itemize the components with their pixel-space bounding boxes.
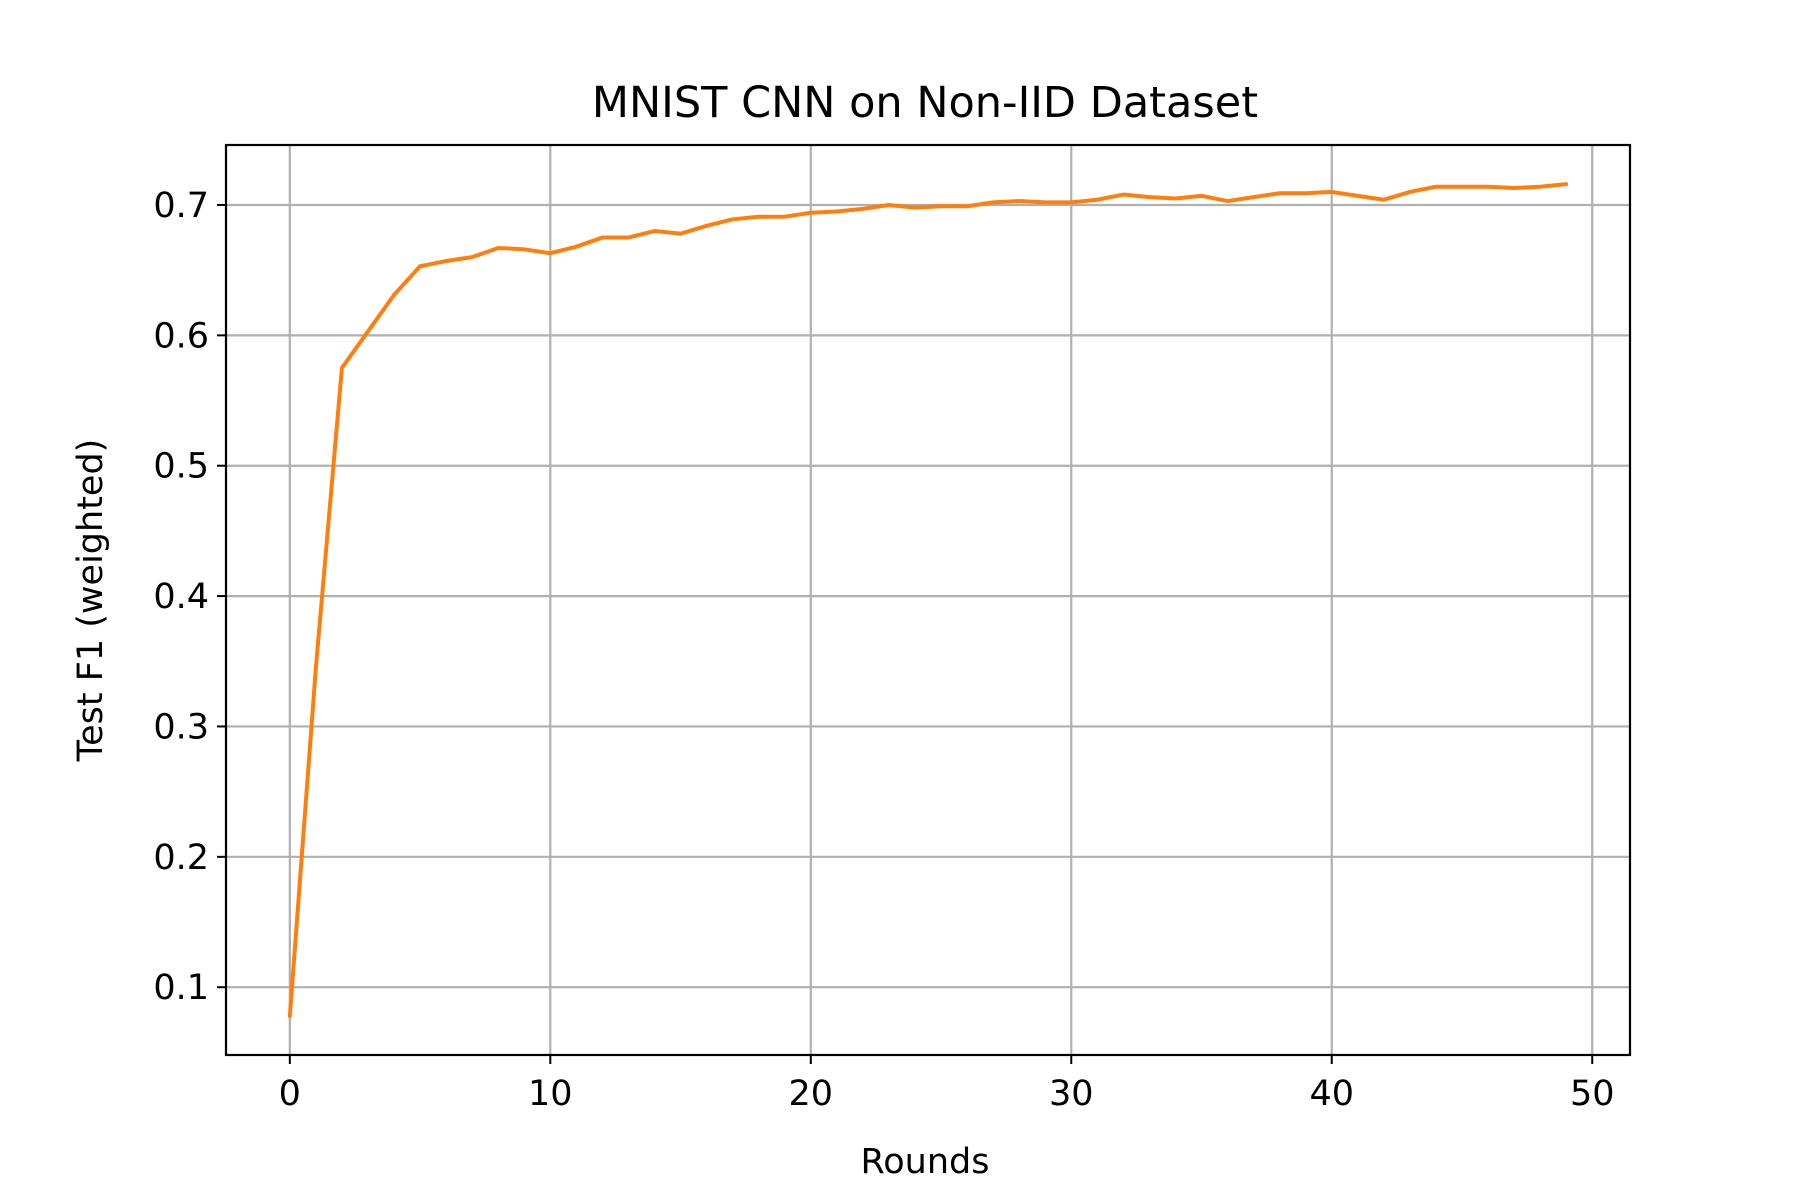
x-tick-label: 50 [1570, 1074, 1615, 1114]
x-axis-ticks: 0 10 20 30 40 50 [279, 1055, 1615, 1114]
y-tick-label: 0.5 [153, 447, 209, 487]
y-tick-label: 0.6 [153, 316, 209, 356]
y-tick-label: 0.2 [153, 838, 209, 878]
y-tick-label: 0.4 [153, 577, 209, 617]
series-line [287, 182, 1569, 1018]
plot-frame [224, 143, 1632, 1057]
y-tick-label: 0.3 [153, 707, 209, 747]
x-axis-label: Rounds [861, 1142, 990, 1182]
y-axis-label: Test F1 (weighted) [71, 439, 111, 763]
y-axis-ticks: 0.1 0.2 0.3 0.4 0.5 0.6 0.7 [153, 186, 226, 1008]
y-tick-label: 0.7 [153, 186, 209, 226]
x-tick-label: 20 [789, 1074, 834, 1114]
x-tick-label: 10 [528, 1074, 573, 1114]
y-tick-label: 0.1 [153, 968, 209, 1008]
chart-title: MNIST CNN on Non-IID Dataset [592, 78, 1258, 128]
x-tick-label: 0 [279, 1074, 301, 1114]
x-tick-label: 30 [1049, 1074, 1094, 1114]
x-tick-label: 40 [1309, 1074, 1354, 1114]
series-layer [287, 182, 1569, 1018]
